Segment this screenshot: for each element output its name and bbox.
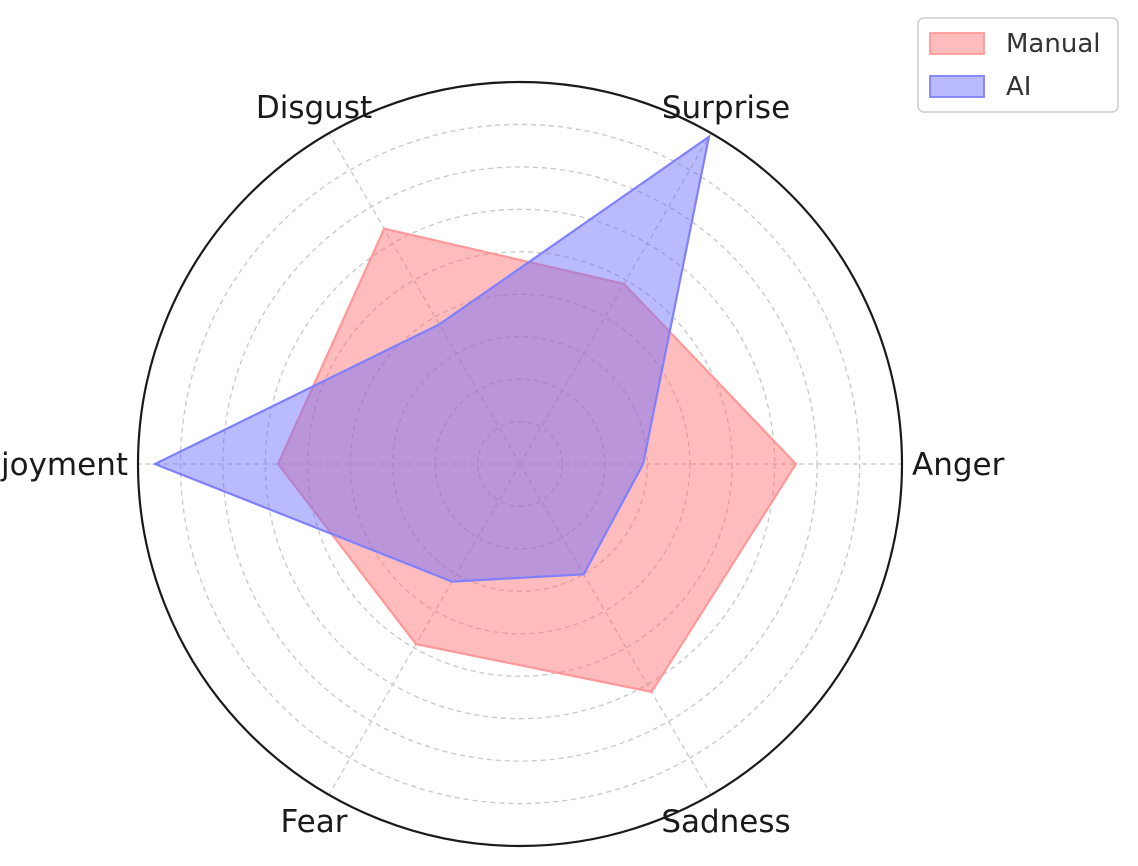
axis-labels: Anger Surprise Disgust Enjoyment Fear Sadness — [0, 90, 1005, 840]
axis-label-anger: Anger — [912, 447, 1005, 483]
legend-frame — [917, 17, 1119, 113]
spoke-line — [328, 463, 521, 796]
series-area — [152, 134, 798, 694]
grid — [137, 81, 903, 847]
legend-label-ai: AI — [1006, 72, 1031, 102]
series-area-ai — [152, 134, 711, 583]
legend: Manual AI — [917, 17, 1119, 113]
axis-label-fear: Fear — [281, 804, 348, 840]
grid-ring — [476, 420, 564, 508]
grid-ring — [349, 293, 691, 635]
spoke-line — [328, 132, 521, 465]
spoke-line — [519, 463, 712, 796]
legend-label-manual: Manual — [1006, 29, 1100, 59]
grid-ring — [179, 123, 861, 805]
axis-label-enjoyment: Enjoyment — [0, 447, 128, 483]
axis-label-disgust: Disgust — [256, 90, 372, 126]
axis-label-surprise: Surprise — [662, 90, 790, 126]
grid-ring — [307, 251, 733, 677]
axis-label-sadness: Sadness — [661, 804, 790, 840]
outer-frame — [136, 80, 904, 848]
legend-swatch-ai — [929, 75, 985, 98]
spoke-line — [519, 132, 712, 465]
legend-swatch-manual — [929, 32, 985, 55]
